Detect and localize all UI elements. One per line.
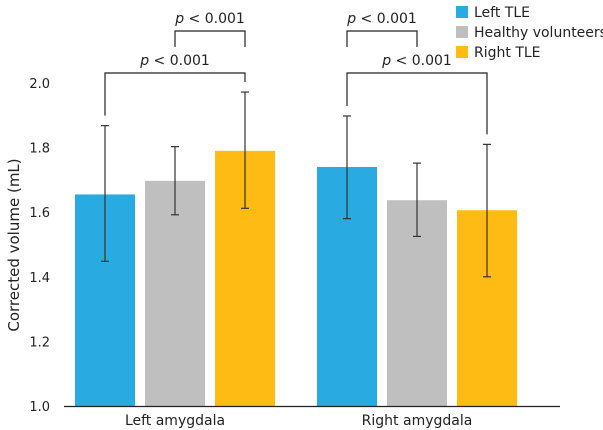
- legend-label: Healthy volunteers: [474, 25, 603, 41]
- y-tick-label: 1.6: [29, 206, 50, 221]
- p-value: < 0.001: [361, 11, 417, 27]
- p-value: < 0.001: [154, 53, 210, 69]
- y-tick-label: 1.4: [29, 271, 50, 286]
- p-symbol: p: [139, 53, 149, 69]
- p-value: < 0.001: [189, 11, 245, 27]
- legend: Left TLE Healthy volunteers Right TLE: [456, 5, 603, 61]
- y-tick-label: 1.0: [29, 400, 50, 415]
- legend-swatch: [456, 46, 468, 58]
- category-labels: Left amygdala Right amygdala: [125, 413, 472, 429]
- category-label: Right amygdala: [362, 413, 473, 429]
- p-value-label: p < 0.001: [346, 11, 417, 27]
- y-tick-label: 2.0: [29, 77, 50, 92]
- p-value-label: p < 0.001: [139, 53, 210, 69]
- y-tick-label: 1.8: [29, 142, 50, 157]
- p-value: < 0.001: [396, 53, 452, 69]
- legend-swatch: [456, 6, 468, 18]
- y-tick-label: 1.2: [29, 335, 50, 350]
- p-value-label: p < 0.001: [174, 11, 245, 27]
- p-value-label: p < 0.001: [381, 53, 452, 69]
- significance-bracket: [346, 30, 418, 47]
- legend-swatch: [456, 26, 468, 38]
- y-axis-ticks: 1.0 1.2 1.4 1.6 1.8 2.0: [29, 77, 50, 415]
- legend-label: Left TLE: [474, 5, 530, 21]
- y-axis-title: Corrected volume (mL): [5, 158, 23, 331]
- significance-bracket: [346, 72, 488, 135]
- legend-label: Right TLE: [474, 45, 541, 61]
- p-symbol: p: [381, 53, 391, 69]
- significance-bracket: [104, 72, 246, 116]
- significance-bracket: [174, 30, 246, 47]
- p-symbol: p: [174, 11, 184, 27]
- category-label: Left amygdala: [125, 413, 225, 429]
- p-symbol: p: [346, 11, 356, 27]
- bar: [145, 180, 205, 406]
- bars: [75, 150, 517, 406]
- error-bars: [101, 91, 491, 278]
